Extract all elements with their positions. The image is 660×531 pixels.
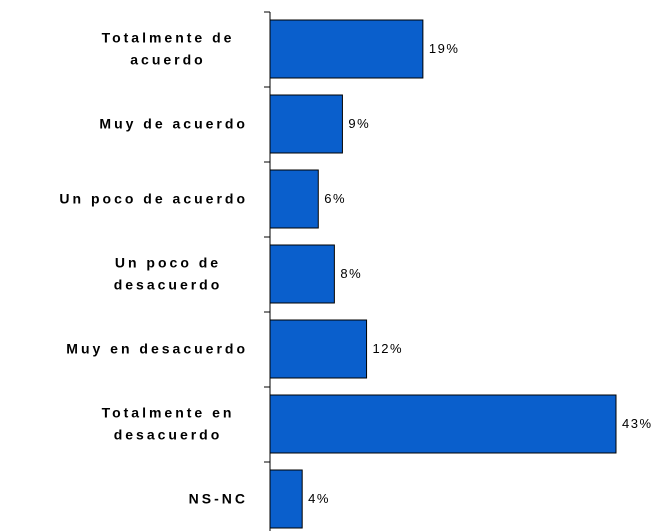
- category-label: Muy en desacuerdo: [66, 340, 248, 356]
- bar: [269, 319, 368, 379]
- value-label: 19%: [429, 41, 460, 56]
- category-label: NS-NC: [189, 490, 248, 506]
- bar: [269, 19, 424, 79]
- bar: [269, 394, 617, 454]
- bar: [269, 94, 343, 154]
- category-label: Un poco de desacuerdo: [114, 254, 223, 292]
- category-label: Muy de acuerdo: [99, 115, 248, 131]
- value-label: 4%: [308, 491, 330, 506]
- value-label: 12%: [373, 341, 404, 356]
- bar: [269, 469, 303, 529]
- bar: [269, 169, 319, 229]
- value-label: 9%: [348, 116, 370, 131]
- value-label: 43%: [622, 416, 653, 431]
- category-label: Totalmente de acuerdo: [102, 29, 235, 67]
- bar: [269, 244, 335, 304]
- category-label: Un poco de acuerdo: [59, 190, 248, 206]
- value-label: 6%: [324, 191, 346, 206]
- category-label: Totalmente en desacuerdo: [102, 404, 235, 442]
- value-label: 8%: [340, 266, 362, 281]
